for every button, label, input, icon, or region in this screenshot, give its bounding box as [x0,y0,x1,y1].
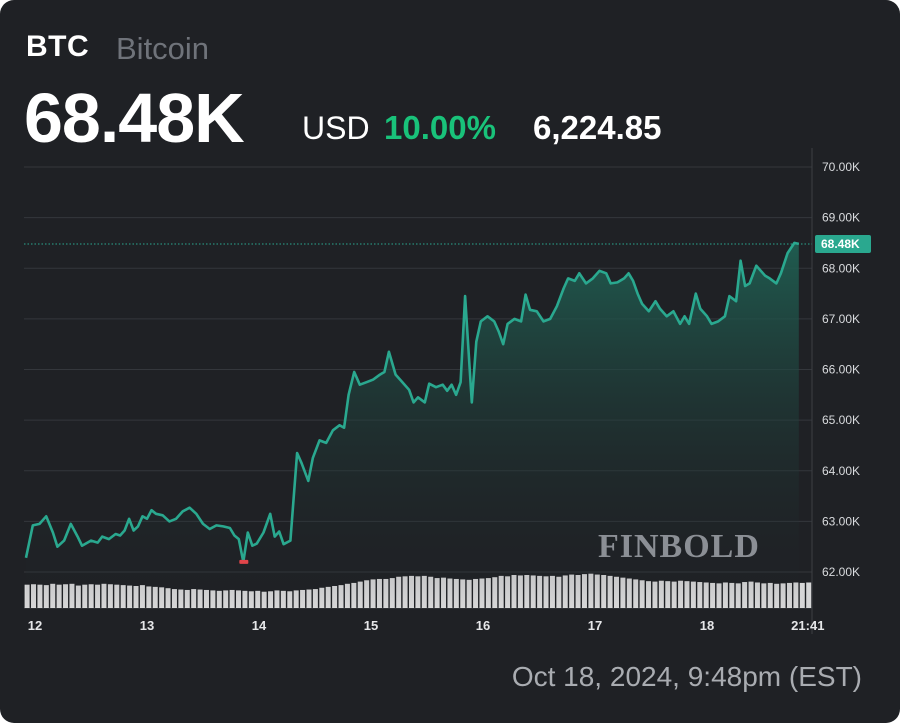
y-tick-label: 65.00K [822,413,860,427]
x-tick-label: 15 [364,618,378,633]
finbold-watermark: FINBOLD [598,528,760,565]
low-marker-dot [239,559,249,564]
x-tick-label: 21:41 [791,618,824,633]
y-tick-label: 67.00K [822,312,860,326]
y-tick-label: 69.00K [822,211,860,225]
volume-bar [799,582,805,608]
y-tick-label: 63.00K [822,514,860,528]
x-tick-label: 13 [140,618,154,633]
asset-name: Bitcoin [116,31,210,66]
change-percent: 10.00% [384,109,496,146]
y-tick-label: 68.00K [822,261,860,275]
change-absolute: 6,224.85 [533,109,662,146]
x-tick-label: 18 [700,618,714,633]
x-axis: 12 13 14 15 16 17 18 21:41 [28,618,825,633]
y-tick-label: 70.00K [822,160,860,174]
ticker-symbol: BTC [26,30,90,63]
x-tick-label: 17 [588,618,602,633]
y-tick-label: 66.00K [822,363,860,377]
y-tick-label: 62.00K [822,565,860,579]
price-area-fill [26,242,799,608]
y-tick-label: 64.00K [822,464,860,478]
current-price: 68.48K [24,79,245,157]
last-price-badge-label: 68.48K [821,237,860,251]
last-price-badge: 68.48K [815,234,871,253]
y-axis: 62.00K 63.00K 64.00K 65.00K 66.00K 67.00K 68.0… [822,160,860,579]
low-marker [239,559,249,564]
timestamp: Oct 18, 2024, 9:48pm (EST) [511,661,862,692]
volume-bar [806,582,812,608]
x-tick-label: 12 [28,618,42,633]
x-tick-label: 16 [476,618,490,633]
x-tick-label: 14 [252,618,267,633]
price-line [24,241,800,564]
last-price-badge-bg [815,234,871,253]
currency-label: USD [302,110,370,146]
